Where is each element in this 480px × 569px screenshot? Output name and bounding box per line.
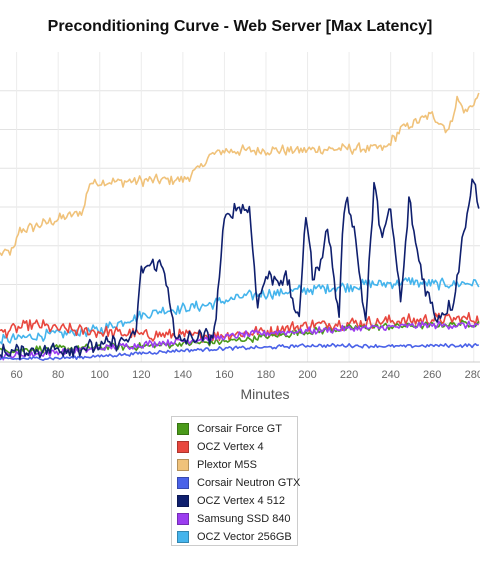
series-line-samsung-ssd-840 [0,320,479,361]
x-tick-label: 240 [381,369,399,381]
x-tick-label: 120 [132,369,150,381]
legend-item-ocz-vertex-4-512: OCZ Vertex 4 512 [177,492,297,510]
series-line-ocz-vertex-4-512 [0,178,480,360]
legend-label: Corsair Neutron GTX [197,477,301,489]
x-axis-label: Minutes [240,386,290,402]
x-tick-label: 160 [215,369,233,381]
legend-swatch [177,513,189,525]
legend-item-samsung-ssd-840: Samsung SSD 840 [177,510,297,528]
x-tick-label: 180 [257,369,275,381]
legend-swatch [177,495,189,507]
series-line-corsair-neutron-gtx [0,342,480,361]
legend-swatch [177,441,189,453]
x-tick-label: 220 [340,369,358,381]
legend-label: OCZ Vertex 4 512 [197,495,286,507]
legend-item-ocz-vector-256gb: OCZ Vector 256GB [177,528,297,546]
x-tick-label: 80 [52,369,64,381]
chart-title: Preconditioning Curve - Web Server [Max … [47,18,433,35]
series-line-plextor-m5s [0,92,480,257]
chart-legend: Corsair Force GT OCZ Vertex 4 Plextor M5S C… [171,416,301,546]
legend-item-ocz-vertex-4: OCZ Vertex 4 [177,438,297,456]
x-axis-ticks: 60 80 100 120 140 160 180 200 220 240 260 280 [10,369,480,381]
legend-item-corsair-force-gt: Corsair Force GT [177,420,297,438]
legend-swatch [177,477,189,489]
x-tick-label: 280 [465,369,480,381]
legend-label: Corsair Force GT [197,423,282,435]
x-tick-label: 260 [423,369,441,381]
x-tick-label: 60 [10,369,22,381]
legend-item-plextor-m5s: Plextor M5S [177,456,297,474]
legend-label: OCZ Vertex 4 [197,441,264,453]
series-lines [0,92,480,361]
legend-label: Samsung SSD 840 [197,513,291,525]
legend-label: OCZ Vector 256GB [197,531,292,543]
series-line-corsair-force-gt [0,319,480,354]
legend-item-corsair-neutron-gtx: Corsair Neutron GTX [177,474,301,492]
x-tick-label: 100 [91,369,109,381]
legend-label: Plextor M5S [197,459,257,471]
x-tick-label: 140 [174,369,192,381]
legend-swatch [177,423,189,435]
x-tick-label: 200 [298,369,316,381]
legend-swatch [177,459,189,471]
legend-swatch [177,531,189,543]
